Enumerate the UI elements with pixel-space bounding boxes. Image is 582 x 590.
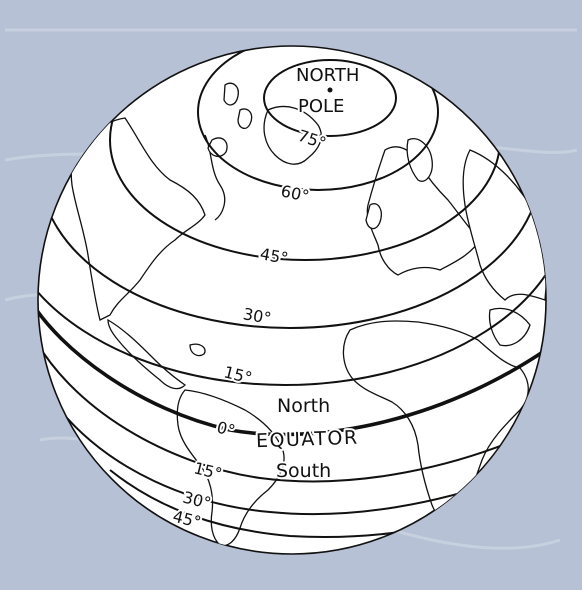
- latitude-label-15-south: 15°: [192, 458, 224, 483]
- south-america-outline: [176, 389, 285, 547]
- latitude-15-south-line: [38, 329, 546, 483]
- arctic-island: [223, 82, 239, 106]
- caribbean-island: [189, 343, 206, 357]
- central-america-outline: [107, 318, 187, 390]
- arctic-island: [207, 137, 228, 158]
- continents: [70, 82, 546, 547]
- equator-label: EQUATOR: [256, 427, 359, 453]
- latitude-label-30: 30°: [242, 304, 273, 328]
- north-america-outline: [70, 117, 206, 321]
- north-pole-label-line1: NORTH: [296, 65, 359, 86]
- latitude-30-south-line: [59, 409, 531, 516]
- latitude-60-line: [197, 46, 439, 191]
- north-pole-dot: [327, 87, 333, 93]
- north-hemisphere-label: North: [277, 395, 330, 417]
- north-pole-label-line2: POLE: [298, 96, 344, 117]
- arctic-island: [237, 108, 253, 129]
- south-hemisphere-label: South: [276, 460, 331, 482]
- equator-line: [38, 299, 546, 437]
- latitude-15-north-line: [38, 46, 546, 386]
- british-isles: [365, 203, 382, 230]
- latitude-75-line: [263, 59, 397, 137]
- madagascar-outline: [515, 453, 531, 482]
